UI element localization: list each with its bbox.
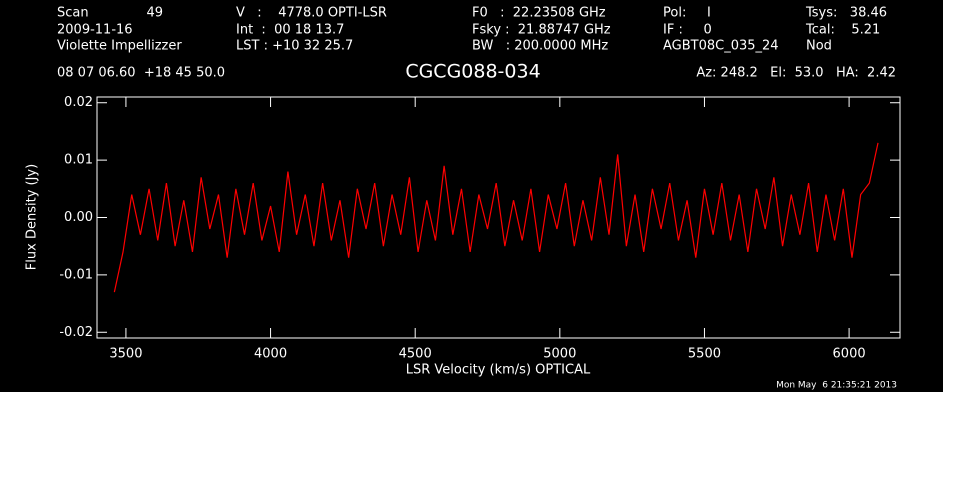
x-tick-label: 3500	[109, 347, 142, 362]
y-tick-label: 0.01	[64, 153, 93, 168]
y-tick-label: -0.02	[59, 325, 93, 340]
x-axis-label: LSR Velocity (km/s) OPTICAL	[406, 363, 591, 378]
x-tick-label: 4500	[399, 347, 432, 362]
header-text: Scan	[57, 6, 89, 21]
x-tick-label: 4000	[254, 347, 287, 362]
y-tick-label: 0.00	[64, 210, 93, 225]
header-text: LST : +10 32 25.7	[236, 39, 353, 54]
header-text: Tsys: 38.46	[805, 6, 887, 21]
x-tick-label: 6000	[833, 347, 866, 362]
header-text: V : 4778.0 OPTI-LSR	[236, 6, 387, 21]
header-text: F0 : 22.23508 GHz	[472, 6, 606, 21]
plot-background	[0, 0, 943, 392]
chart-title: CGCG088-034	[405, 61, 540, 83]
header-text: Violette Impellizzer	[57, 39, 182, 54]
header-text: 2009-11-16	[57, 23, 133, 38]
header-text: Pol: I	[663, 6, 711, 21]
header-text: 08 07 06.60 +18 45 50.0	[57, 66, 225, 81]
y-tick-label: 0.02	[64, 95, 93, 110]
header-text: 49	[146, 6, 163, 21]
header-text: Nod	[806, 39, 832, 54]
x-tick-label: 5000	[543, 347, 576, 362]
spectrum-line	[113, 142, 879, 293]
y-tick-label: -0.01	[59, 267, 93, 282]
header-text: IF : 0	[663, 23, 712, 38]
header-text: Az: 248.2 El: 53.0 HA: 2.42	[696, 66, 896, 81]
header-text: Tcal: 5.21	[805, 23, 880, 38]
y-axis-label: Flux Density (Jy)	[25, 164, 40, 270]
header-text: BW : 200.0000 MHz	[472, 39, 608, 54]
timestamp: Mon May 6 21:35:21 2013	[776, 381, 897, 391]
x-tick-label: 5500	[688, 347, 721, 362]
header-text: Fsky : 21.88747 GHz	[472, 23, 611, 38]
header-text: Int : 00 18 13.7	[236, 23, 344, 38]
header-text: AGBT08C_035_24	[663, 39, 779, 54]
